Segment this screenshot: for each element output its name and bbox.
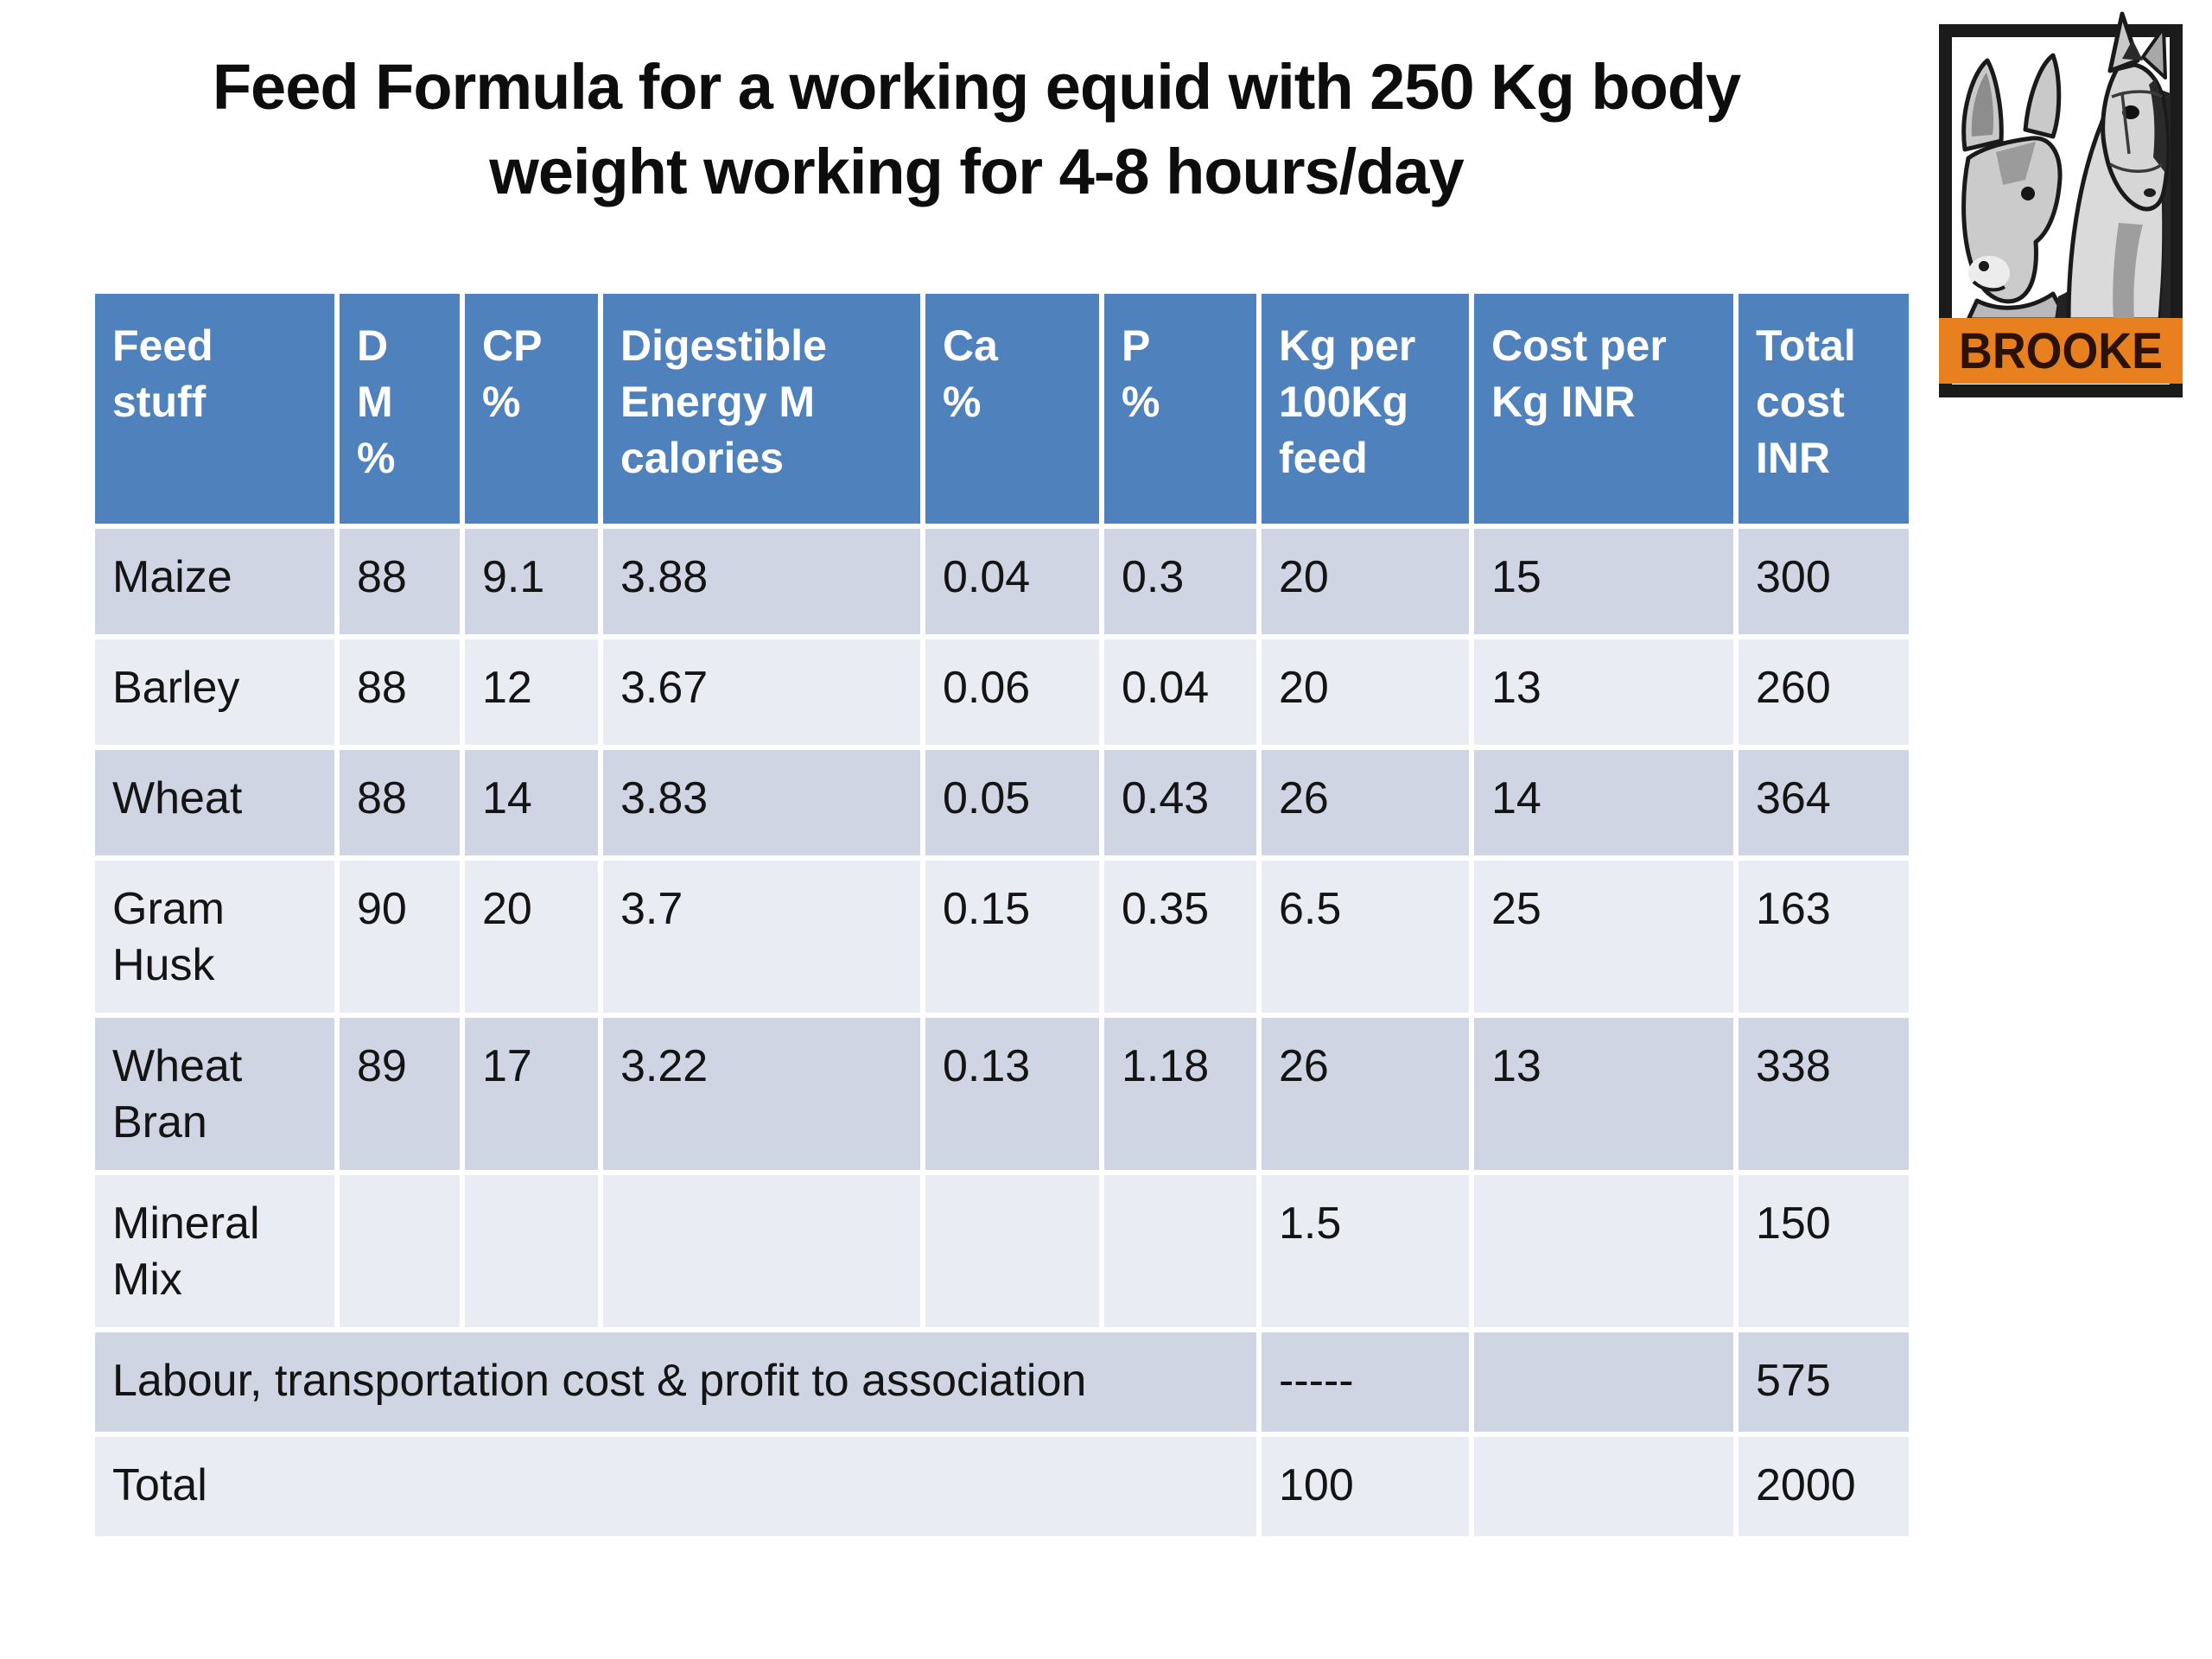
- cell-feedstuff: Gram Husk: [95, 861, 334, 1013]
- cell-energy: 3.7: [603, 861, 920, 1013]
- cell-cp: 14: [465, 750, 598, 855]
- cell-energy: 3.83: [603, 750, 920, 855]
- cell-total: 2000: [1738, 1437, 1909, 1536]
- cell-dm: 88: [340, 750, 460, 855]
- cell-labour-label: Labour, transportation cost & profit to …: [95, 1332, 1256, 1432]
- cell-cp: 17: [465, 1018, 598, 1170]
- cell-feedstuff: Barley: [95, 639, 334, 745]
- cell-p: 0.35: [1104, 861, 1256, 1013]
- cell-total: 300: [1738, 529, 1909, 634]
- cell-kg: 26: [1262, 750, 1469, 855]
- table-row-mineral-mix: Mineral Mix 1.5 150: [95, 1175, 1909, 1327]
- cell-total: 163: [1738, 861, 1909, 1013]
- cell-ca: 0.13: [925, 1018, 1099, 1170]
- cell-total-label: Total: [95, 1437, 1256, 1536]
- horse-eye: [2122, 105, 2139, 119]
- cell-dm: 88: [340, 639, 460, 745]
- cell-cost: [1474, 1437, 1733, 1536]
- donkey-eye: [2021, 187, 2035, 200]
- cell-cost: 13: [1474, 1018, 1733, 1170]
- cell-feedstuff: Wheat Bran: [95, 1018, 334, 1170]
- horse-head: [2055, 11, 2171, 322]
- col-header-cost-per-kg: Cost per Kg INR: [1474, 294, 1733, 524]
- cell-feedstuff: Maize: [95, 529, 334, 634]
- cell-dm: [340, 1175, 460, 1327]
- col-header-dm-percent: D M %: [340, 294, 460, 524]
- cell-p: 0.3: [1104, 529, 1256, 634]
- cell-feedstuff: Wheat: [95, 750, 334, 855]
- cell-total: 150: [1738, 1175, 1909, 1327]
- cell-kg: 6.5: [1262, 861, 1469, 1013]
- col-header-p-percent: P %: [1104, 294, 1256, 524]
- brooke-logo: BROOKE: [1939, 7, 2183, 404]
- cell-kg: 100: [1262, 1437, 1469, 1536]
- cell-p: [1104, 1175, 1256, 1327]
- col-header-total-cost: Total cost INR: [1738, 294, 1909, 524]
- horse-nostril: [2144, 188, 2156, 197]
- cell-ca: [925, 1175, 1099, 1327]
- cell-dm: 89: [340, 1018, 460, 1170]
- page-title-line1: Feed Formula for a working equid with 25…: [212, 51, 1741, 123]
- cell-cost: [1474, 1175, 1733, 1327]
- cell-cp: 12: [465, 639, 598, 745]
- cell-energy: 3.88: [603, 529, 920, 634]
- table-row-total: Total 100 2000: [95, 1437, 1909, 1536]
- cell-cp: [465, 1175, 598, 1327]
- table-row-maize: Maize 88 9.1 3.88 0.04 0.3 20 15 300: [95, 529, 1909, 634]
- table-row-wheat-bran: Wheat Bran 89 17 3.22 0.13 1.18 26 13 33…: [95, 1018, 1909, 1170]
- cell-dm: 88: [340, 529, 460, 634]
- cell-energy: 3.67: [603, 639, 920, 745]
- horse-bridle: [2109, 90, 2164, 173]
- col-header-feed-stuff: Feed stuff: [95, 294, 334, 524]
- col-header-cp-percent: CP %: [465, 294, 598, 524]
- col-header-digestible-energy: Digestible Energy M calories: [603, 294, 920, 524]
- cell-cp: 9.1: [465, 529, 598, 634]
- header-row: Feed stuff D M % CP % Digestible Energy …: [95, 294, 1909, 524]
- brooke-wordmark: BROOKE: [1959, 323, 2163, 379]
- cell-feedstuff: Mineral Mix: [95, 1175, 334, 1327]
- donkey-nostril: [1979, 261, 1989, 271]
- horse-ear-right: [2141, 26, 2167, 79]
- table-row-gram-husk: Gram Husk 90 20 3.7 0.15 0.35 6.5 25 163: [95, 861, 1909, 1013]
- cell-kg: 20: [1262, 639, 1469, 745]
- page-title: Feed Formula for a working equid with 25…: [0, 45, 1953, 213]
- brooke-band: [1939, 318, 2183, 384]
- page-title-line2: weight working for 4-8 hours/day: [489, 135, 1464, 207]
- cell-p: 0.04: [1104, 639, 1256, 745]
- cell-total: 260: [1738, 639, 1909, 745]
- cell-cost: 14: [1474, 750, 1733, 855]
- cell-dm: 90: [340, 861, 460, 1013]
- cell-kg: 20: [1262, 529, 1469, 634]
- cell-cost: [1474, 1332, 1733, 1432]
- cell-p: 1.18: [1104, 1018, 1256, 1170]
- cell-ca: 0.15: [925, 861, 1099, 1013]
- cell-total: 338: [1738, 1018, 1909, 1170]
- feed-formula-table: Feed stuff D M % CP % Digestible Energy …: [90, 289, 1914, 1541]
- cell-total: 575: [1738, 1332, 1909, 1432]
- cell-ca: 0.04: [925, 529, 1099, 634]
- cell-cost: 15: [1474, 529, 1733, 634]
- cell-p: 0.43: [1104, 750, 1256, 855]
- table-row-wheat: Wheat 88 14 3.83 0.05 0.43 26 14 364: [95, 750, 1909, 855]
- cell-cost: 13: [1474, 639, 1733, 745]
- col-header-ca-percent: Ca %: [925, 294, 1099, 524]
- cell-energy: 3.22: [603, 1018, 920, 1170]
- cell-ca: 0.05: [925, 750, 1099, 855]
- table-row-barley: Barley 88 12 3.67 0.06 0.04 20 13 260: [95, 639, 1909, 745]
- cell-cp: 20: [465, 861, 598, 1013]
- table-row-labour: Labour, transportation cost & profit to …: [95, 1332, 1909, 1432]
- cell-kg: 1.5: [1262, 1175, 1469, 1327]
- cell-total: 364: [1738, 750, 1909, 855]
- cell-cost: 25: [1474, 861, 1733, 1013]
- cell-kg: 26: [1262, 1018, 1469, 1170]
- cell-ca: 0.06: [925, 639, 1099, 745]
- horse-donkey-illustration: BROOKE: [1939, 11, 2183, 397]
- cell-energy: [603, 1175, 920, 1327]
- col-header-kg-per-100kg: Kg per 100Kg feed: [1262, 294, 1469, 524]
- cell-kg: -----: [1262, 1332, 1469, 1432]
